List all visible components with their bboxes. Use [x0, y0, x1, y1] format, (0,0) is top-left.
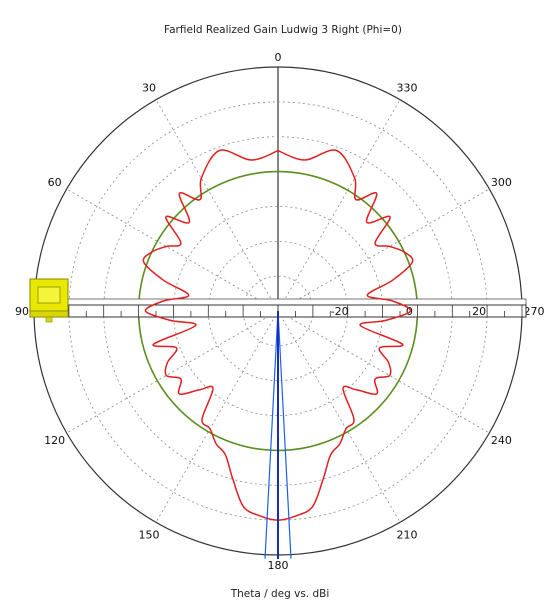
- angle-tick-label: 120: [44, 434, 65, 447]
- grid-spoke: [277, 310, 401, 523]
- angle-tick-label: 270: [524, 305, 545, 318]
- angle-tick-label: 300: [491, 176, 512, 189]
- antenna-base: [29, 310, 69, 318]
- angle-tick-label: 240: [491, 434, 512, 447]
- grid-spoke: [155, 310, 279, 523]
- angle-tick-label: 150: [139, 528, 160, 541]
- angle-tick-label: 60: [48, 176, 62, 189]
- main-lobe-beam: [264, 310, 292, 559]
- scale-bar-upper: [29, 298, 527, 306]
- grid-spoke: [66, 188, 279, 312]
- chart-title: Farfield Realized Gain Ludwig 3 Right (P…: [164, 24, 402, 36]
- angle-tick-label: 180: [268, 559, 289, 572]
- grid-spoke: [277, 99, 401, 312]
- radial-tick-label: -20: [331, 305, 349, 318]
- beam-width-line: [264, 310, 279, 559]
- angle-tick-label: 0: [275, 51, 282, 64]
- grid-spoke: [155, 99, 279, 312]
- grid-spoke: [277, 310, 490, 434]
- grid-spoke: [66, 310, 279, 434]
- angle-tick-label: 210: [397, 528, 418, 541]
- angle-tick-label: 330: [397, 82, 418, 95]
- antenna-feed: [45, 316, 53, 323]
- angle-tick-label: 90: [15, 305, 29, 318]
- angle-tick-labels: 0 30 60 90 120 150 180 210 240 270 300 330: [15, 51, 545, 572]
- grid-spoke: [277, 188, 490, 312]
- antenna-model-icon: [29, 278, 69, 323]
- antenna-inner: [37, 286, 61, 304]
- radial-tick-label: 20: [472, 305, 486, 318]
- angle-tick-label: 30: [142, 82, 156, 95]
- axis-label: Theta / deg vs. dBi: [230, 588, 330, 600]
- beam-width-line: [277, 310, 292, 559]
